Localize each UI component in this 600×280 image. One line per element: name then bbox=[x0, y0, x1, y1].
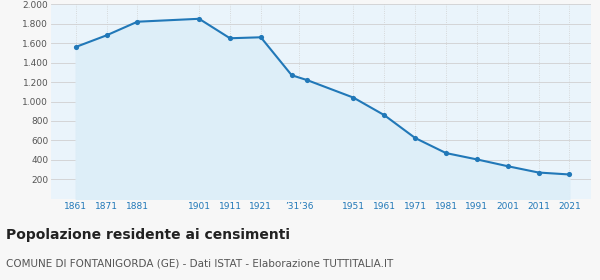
Point bbox=[349, 95, 358, 100]
Point bbox=[287, 73, 296, 78]
Point bbox=[194, 17, 204, 21]
Point bbox=[565, 172, 574, 177]
Point bbox=[472, 157, 482, 162]
Point bbox=[441, 151, 451, 155]
Point bbox=[302, 78, 312, 82]
Point bbox=[102, 33, 112, 38]
Text: Popolazione residente ai censimenti: Popolazione residente ai censimenti bbox=[6, 228, 290, 242]
Point bbox=[225, 36, 235, 41]
Point bbox=[379, 113, 389, 117]
Point bbox=[503, 164, 512, 169]
Point bbox=[534, 170, 544, 175]
Point bbox=[133, 20, 142, 24]
Point bbox=[410, 136, 420, 140]
Point bbox=[71, 45, 80, 49]
Point bbox=[256, 35, 266, 39]
Text: COMUNE DI FONTANIGORDA (GE) - Dati ISTAT - Elaborazione TUTTITALIA.IT: COMUNE DI FONTANIGORDA (GE) - Dati ISTAT… bbox=[6, 259, 393, 269]
